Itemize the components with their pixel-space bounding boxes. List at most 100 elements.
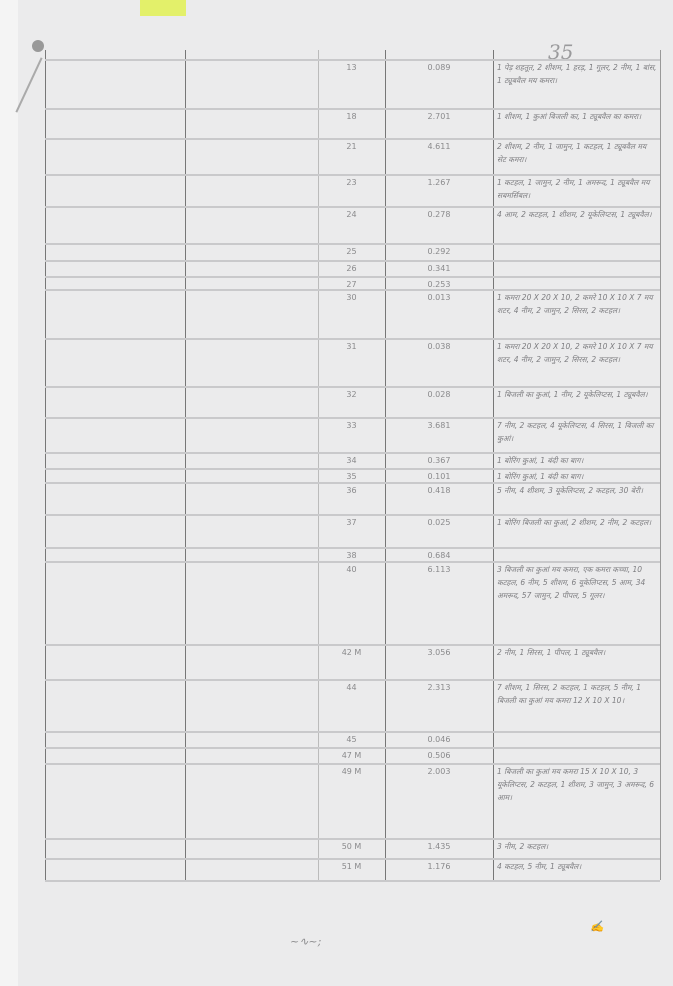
area-value: 0.013 [427, 293, 451, 302]
row-divider [45, 763, 660, 765]
area-value: 0.101 [427, 472, 451, 481]
table-border-right [660, 50, 661, 880]
area-value: 2.003 [427, 767, 451, 776]
row-divider [45, 644, 660, 646]
area-value: 0.292 [427, 247, 451, 256]
area-value: 1.267 [427, 178, 451, 187]
remark-text: 3 बिजली का कुआं मय कमरा, एक कमरा कच्चा, … [497, 565, 646, 600]
khasra-number: 31 [346, 342, 357, 351]
khasra-number: 35 [346, 472, 357, 481]
row-divider [45, 260, 660, 262]
area-value: 0.046 [427, 735, 451, 744]
area-value: 0.341 [427, 264, 451, 273]
row-divider [45, 547, 660, 549]
row-divider [45, 289, 660, 291]
khasra-number: 21 [346, 142, 357, 151]
khasra-number: 42 M [341, 648, 362, 657]
row-divider [45, 386, 660, 388]
column-divider [493, 50, 494, 880]
khasra-number: 37 [346, 518, 357, 527]
row-divider [45, 174, 660, 176]
area-value: 0.418 [427, 486, 451, 495]
khasra-number: 50 M [341, 842, 362, 851]
remark-text: 1 कमरा 20 X 20 X 10, 2 कमरे 10 X 10 X 7 … [497, 293, 653, 315]
row-divider [45, 452, 660, 454]
remark-text: 2 नीम, 1 सिरस, 1 पीपल, 1 ट्यूबवैल। [497, 648, 606, 657]
area-value: 0.684 [427, 551, 451, 560]
khasra-number: 34 [346, 456, 357, 465]
remark-text: 3 नीम, 2 कटहल। [497, 842, 549, 851]
row-divider [45, 468, 660, 470]
remark-text: 1 कमरा 20 X 20 X 10, 2 कमरे 10 X 10 X 7 … [497, 342, 653, 364]
document-page [18, 0, 673, 986]
khasra-number: 49 M [341, 767, 362, 776]
remark-text: 4 आम, 2 कटहल, 1 शीशम, 2 यूकेलिप्टस, 1 ट्… [497, 210, 652, 219]
row-divider [45, 679, 660, 681]
column-divider [185, 50, 186, 880]
remark-text: 1 बोरिंग कुआं, 1 बंदी का बाग। [497, 456, 584, 465]
pin-icon [32, 40, 44, 52]
row-divider [45, 206, 660, 208]
khasra-number: 24 [346, 210, 357, 219]
khasra-number: 36 [346, 486, 357, 495]
area-value: 0.028 [427, 390, 451, 399]
area-value: 6.113 [427, 565, 451, 574]
row-divider [45, 482, 660, 484]
row-divider [45, 59, 660, 61]
row-divider [45, 417, 660, 419]
area-value: 2.701 [427, 112, 451, 121]
page-edge [0, 0, 20, 986]
row-divider [45, 338, 660, 340]
khasra-number: 45 [346, 735, 357, 744]
row-divider [45, 747, 660, 749]
khasra-number: 18 [346, 112, 357, 121]
remark-text: 1 बिजली का कुआं मय कमरा 15 X 10 X 10, 3 … [497, 767, 654, 802]
khasra-number: 27 [346, 280, 357, 289]
area-value: 0.253 [427, 280, 451, 289]
remark-text: 7 शीशम, 1 सिरस, 2 कटहल, 1 कटहल, 5 नीम, 1… [497, 683, 641, 705]
khasra-number: 26 [346, 264, 357, 273]
remark-text: 1 बोरिंग कुआं, 1 बंदी का बाग। [497, 472, 584, 481]
area-value: 0.278 [427, 210, 451, 219]
table-border-left [45, 50, 46, 880]
remark-text: 1 पेड़ शहतूत, 2 शीशम, 1 हरड़, 1 गूलर, 2 … [497, 63, 657, 85]
row-divider [45, 243, 660, 245]
remark-text: 1 बोरिंग बिजली का कुआं, 2 शीशम, 2 नीम, 2… [497, 518, 652, 527]
khasra-number: 47 M [341, 751, 362, 760]
row-divider [45, 514, 660, 516]
khasra-number: 30 [346, 293, 357, 302]
remark-text: 1 शीशम, 1 कुआं बिजली का, 1 ट्यूबवैल का क… [497, 112, 642, 121]
khasra-number: 51 M [341, 862, 362, 871]
khasra-number: 44 [346, 683, 357, 692]
area-value: 3.056 [427, 648, 451, 657]
khasra-number: 25 [346, 247, 357, 256]
area-value: 3.681 [427, 421, 451, 430]
remark-text: 4 कटहल, 5 नीम, 1 ट्यूबवैल। [497, 862, 582, 871]
row-divider [45, 138, 660, 140]
remark-text: 2 शीशम, 2 नीम, 1 जामुन, 1 कटहल, 1 ट्यूबव… [497, 142, 647, 164]
row-divider [45, 276, 660, 278]
khasra-number: 38 [346, 551, 357, 560]
column-divider [385, 50, 386, 880]
area-value: 0.089 [427, 63, 451, 72]
khasra-number: 23 [346, 178, 357, 187]
area-value: 0.025 [427, 518, 451, 527]
remark-text: 1 कटहल, 1 जामुन, 2 नीम, 1 अमरूद, 1 ट्यूब… [497, 178, 650, 200]
row-divider [45, 858, 660, 860]
khasra-number: 32 [346, 390, 357, 399]
area-value: 0.038 [427, 342, 451, 351]
signature: ✍ [590, 920, 604, 933]
khasra-number: 40 [346, 565, 357, 574]
row-divider [45, 108, 660, 110]
row-divider [45, 838, 660, 840]
row-divider [45, 731, 660, 733]
area-value: 0.367 [427, 456, 451, 465]
area-value: 2.313 [427, 683, 451, 692]
khasra-number: 13 [346, 63, 357, 72]
remark-text: 1 बिजली का कुआं, 1 नीम, 2 यूकेलिप्टस, 1 … [497, 390, 648, 399]
row-divider [45, 880, 660, 882]
row-divider [45, 561, 660, 563]
remark-text: 5 नीम, 4 शीशम, 3 यूकेलिप्टस, 2 कटहल, 30 … [497, 486, 643, 495]
signature: ~∿~; [290, 935, 322, 948]
column-divider [318, 50, 319, 880]
